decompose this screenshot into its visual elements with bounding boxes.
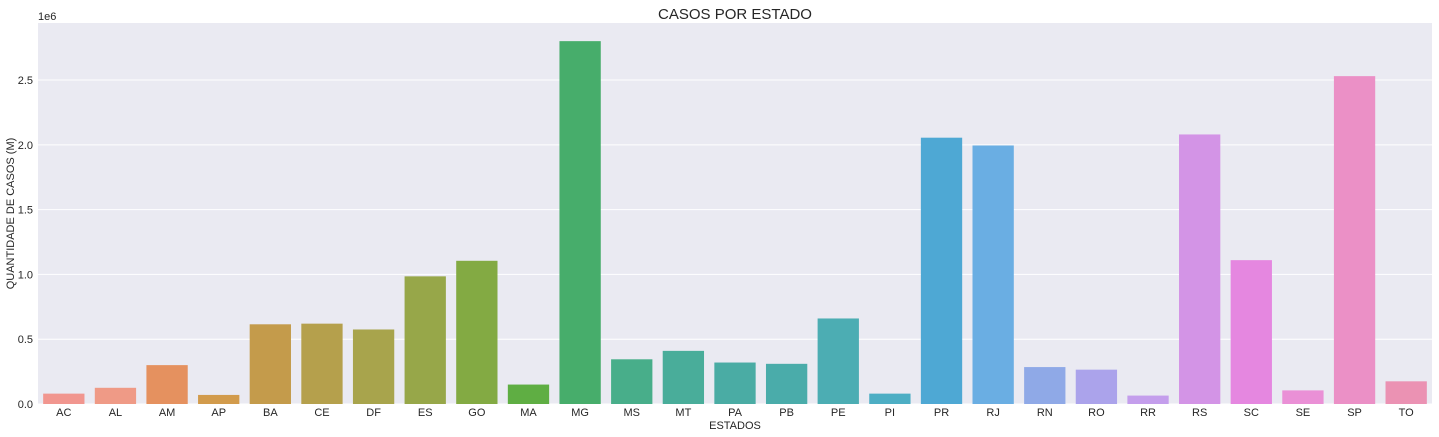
y-axis-offset-label: 1e6 bbox=[38, 11, 56, 23]
x-tick-label: PE bbox=[831, 407, 846, 419]
x-tick-label: PB bbox=[779, 407, 794, 419]
bar-se bbox=[1282, 390, 1324, 404]
bar-am bbox=[146, 365, 188, 404]
x-tick-label: MT bbox=[675, 407, 691, 419]
y-axis-ticks: 0.0 0.5 1.0 1.5 2.0 2.5 bbox=[18, 75, 33, 411]
bar-ap bbox=[198, 394, 240, 404]
y-tick-label: 0.5 bbox=[18, 334, 33, 346]
bar-pa bbox=[714, 362, 756, 404]
bar-es bbox=[404, 276, 446, 404]
bar-pe bbox=[817, 318, 859, 404]
x-axis-ticks: AC AL AM AP BA CE DF ES GO MA MG MS MT PA PB PE PI PR RJ RN… bbox=[56, 407, 1414, 419]
x-tick-label: GO bbox=[468, 407, 486, 419]
x-tick-label: PI bbox=[885, 407, 895, 419]
x-tick-label: AC bbox=[56, 407, 71, 419]
x-tick-label: RN bbox=[1037, 407, 1053, 419]
y-tick-label: 1.0 bbox=[18, 269, 33, 281]
bar-rr bbox=[1127, 395, 1169, 404]
x-tick-label: RS bbox=[1192, 407, 1207, 419]
bar-pb bbox=[765, 363, 808, 404]
bar-mg bbox=[559, 41, 601, 405]
y-tick-label: 2.0 bbox=[18, 140, 33, 152]
x-tick-label: MS bbox=[623, 407, 640, 419]
bars bbox=[43, 41, 1427, 405]
x-tick-label: AL bbox=[109, 407, 122, 419]
x-tick-label: MA bbox=[520, 407, 537, 419]
bar-to bbox=[1385, 381, 1427, 404]
y-axis-title: QUANTIDADE DE CASOS (M) bbox=[5, 138, 17, 290]
bar-rj bbox=[972, 145, 1014, 404]
x-tick-label: ES bbox=[418, 407, 433, 419]
x-tick-label: DF bbox=[366, 407, 381, 419]
y-tick-label: 0.0 bbox=[18, 399, 33, 411]
x-tick-label: RR bbox=[1140, 407, 1156, 419]
bar-al bbox=[94, 387, 137, 404]
x-tick-label: SC bbox=[1244, 407, 1259, 419]
x-tick-label: AP bbox=[211, 407, 226, 419]
y-tick-label: 1.5 bbox=[18, 205, 33, 217]
x-tick-label: RJ bbox=[986, 407, 999, 419]
bar-mt bbox=[662, 350, 705, 404]
bar-pi bbox=[869, 393, 911, 404]
bar-go bbox=[456, 260, 498, 404]
x-tick-label: SE bbox=[1296, 407, 1311, 419]
bar-ro bbox=[1075, 369, 1118, 404]
x-tick-label: CE bbox=[314, 407, 329, 419]
bar-pr bbox=[920, 137, 963, 404]
bar-sp bbox=[1333, 76, 1376, 404]
x-tick-label: PR bbox=[934, 407, 949, 419]
x-tick-label: PA bbox=[728, 407, 743, 419]
bar-ac bbox=[43, 393, 85, 404]
bar-ba bbox=[249, 324, 291, 404]
bar-ce bbox=[301, 323, 343, 404]
x-tick-label: BA bbox=[263, 407, 278, 419]
bar-sc bbox=[1230, 260, 1272, 404]
x-tick-label: TO bbox=[1399, 407, 1415, 419]
bar-rs bbox=[1179, 134, 1221, 404]
bar-df bbox=[352, 329, 395, 404]
bar-ma bbox=[507, 384, 550, 404]
x-tick-label: SP bbox=[1347, 407, 1362, 419]
x-tick-label: RO bbox=[1088, 407, 1105, 419]
x-tick-label: AM bbox=[159, 407, 176, 419]
x-tick-label: MG bbox=[571, 407, 589, 419]
x-axis-title: ESTADOS bbox=[709, 420, 761, 432]
bar-ms bbox=[611, 359, 653, 404]
bar-rn bbox=[1024, 367, 1066, 404]
y-tick-label: 2.5 bbox=[18, 75, 33, 87]
chart-title: CASOS POR ESTADO bbox=[658, 6, 812, 23]
